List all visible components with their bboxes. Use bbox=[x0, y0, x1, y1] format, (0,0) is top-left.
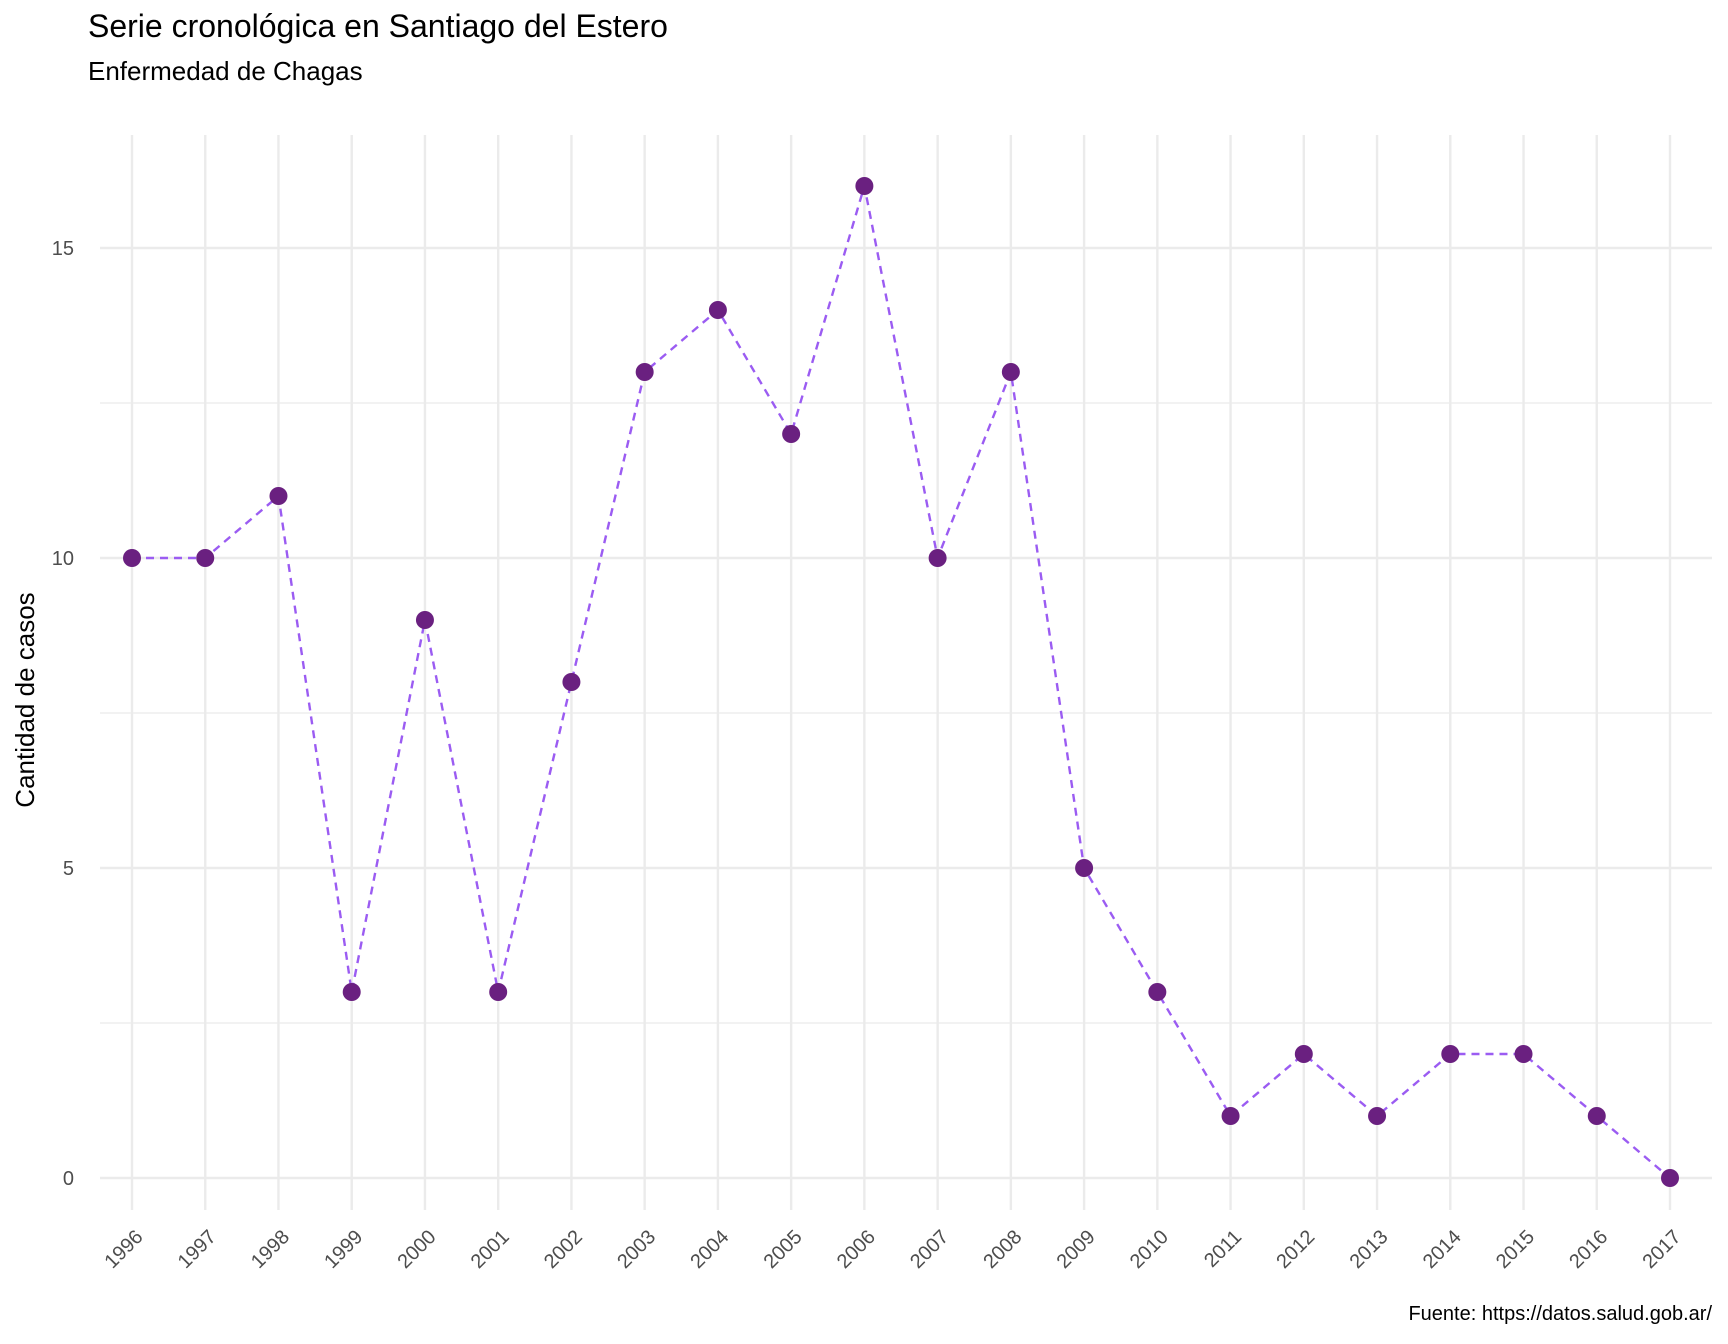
data-point bbox=[415, 611, 434, 629]
data-point bbox=[489, 983, 508, 1001]
chart-subtitle: Enfermedad de Chagas bbox=[88, 56, 363, 86]
data-point bbox=[1368, 1107, 1387, 1125]
y-tick-label: 5 bbox=[63, 858, 74, 880]
x-axis-ticks: 1996 1997 1998 1999 2000 2001 2002 2003 2004 2005… bbox=[101, 1226, 1686, 1273]
series-cases bbox=[123, 177, 1679, 1187]
x-tick-label: 2015 bbox=[1492, 1226, 1539, 1273]
grid-lines bbox=[100, 135, 1712, 1210]
data-point bbox=[562, 673, 581, 691]
x-tick-label: 2006 bbox=[833, 1226, 880, 1273]
x-tick-label: 2016 bbox=[1565, 1226, 1612, 1273]
data-point bbox=[782, 425, 801, 443]
data-point bbox=[1148, 983, 1167, 1001]
y-tick-label: 0 bbox=[63, 1168, 74, 1190]
x-tick-label: 2004 bbox=[686, 1226, 733, 1273]
data-point bbox=[1294, 1045, 1313, 1063]
data-point bbox=[1514, 1045, 1533, 1063]
data-point bbox=[1661, 1169, 1679, 1187]
x-tick-label: 2011 bbox=[1200, 1226, 1246, 1272]
data-point bbox=[1441, 1045, 1460, 1063]
x-tick-label: 1997 bbox=[174, 1226, 221, 1273]
data-point bbox=[1001, 363, 1020, 381]
data-point bbox=[196, 549, 215, 567]
x-tick-label: 2010 bbox=[1126, 1226, 1173, 1273]
x-tick-label: 2000 bbox=[393, 1226, 440, 1273]
data-point bbox=[1221, 1107, 1240, 1125]
data-point bbox=[269, 487, 288, 505]
x-tick-label: 2014 bbox=[1419, 1226, 1466, 1273]
data-point bbox=[855, 177, 874, 195]
data-point bbox=[635, 363, 654, 381]
x-tick-label: 2009 bbox=[1053, 1226, 1100, 1273]
x-tick-label: 2001 bbox=[467, 1226, 514, 1273]
x-tick-label: 1999 bbox=[320, 1226, 367, 1273]
y-tick-label: 15 bbox=[52, 238, 74, 260]
x-tick-label: 1996 bbox=[101, 1226, 148, 1273]
y-axis-ticks: 0 5 10 15 bbox=[52, 238, 74, 1190]
y-tick-label: 10 bbox=[52, 548, 74, 570]
x-tick-label: 2005 bbox=[760, 1226, 807, 1273]
data-point bbox=[123, 549, 141, 567]
chart-title: Serie cronológica en Santiago del Estero bbox=[88, 8, 668, 44]
x-tick-label: 2003 bbox=[613, 1226, 660, 1273]
data-point bbox=[708, 301, 727, 319]
data-point bbox=[1587, 1107, 1606, 1125]
x-tick-label: 2008 bbox=[979, 1226, 1026, 1273]
x-tick-label: 2002 bbox=[540, 1226, 587, 1273]
x-tick-label: 2007 bbox=[906, 1226, 953, 1273]
data-point bbox=[1075, 859, 1094, 877]
y-axis-label: Cantidad de casos bbox=[10, 592, 40, 807]
series-line bbox=[132, 185, 1671, 1179]
data-point bbox=[342, 983, 361, 1001]
x-tick-label: 1998 bbox=[247, 1226, 294, 1273]
x-tick-label: 2013 bbox=[1346, 1226, 1393, 1273]
chart-caption: Fuente: https://datos.salud.gob.ar/ bbox=[1408, 1303, 1712, 1325]
data-point bbox=[928, 549, 947, 567]
x-tick-label: 2017 bbox=[1639, 1226, 1686, 1273]
x-tick-label: 2012 bbox=[1272, 1226, 1319, 1273]
